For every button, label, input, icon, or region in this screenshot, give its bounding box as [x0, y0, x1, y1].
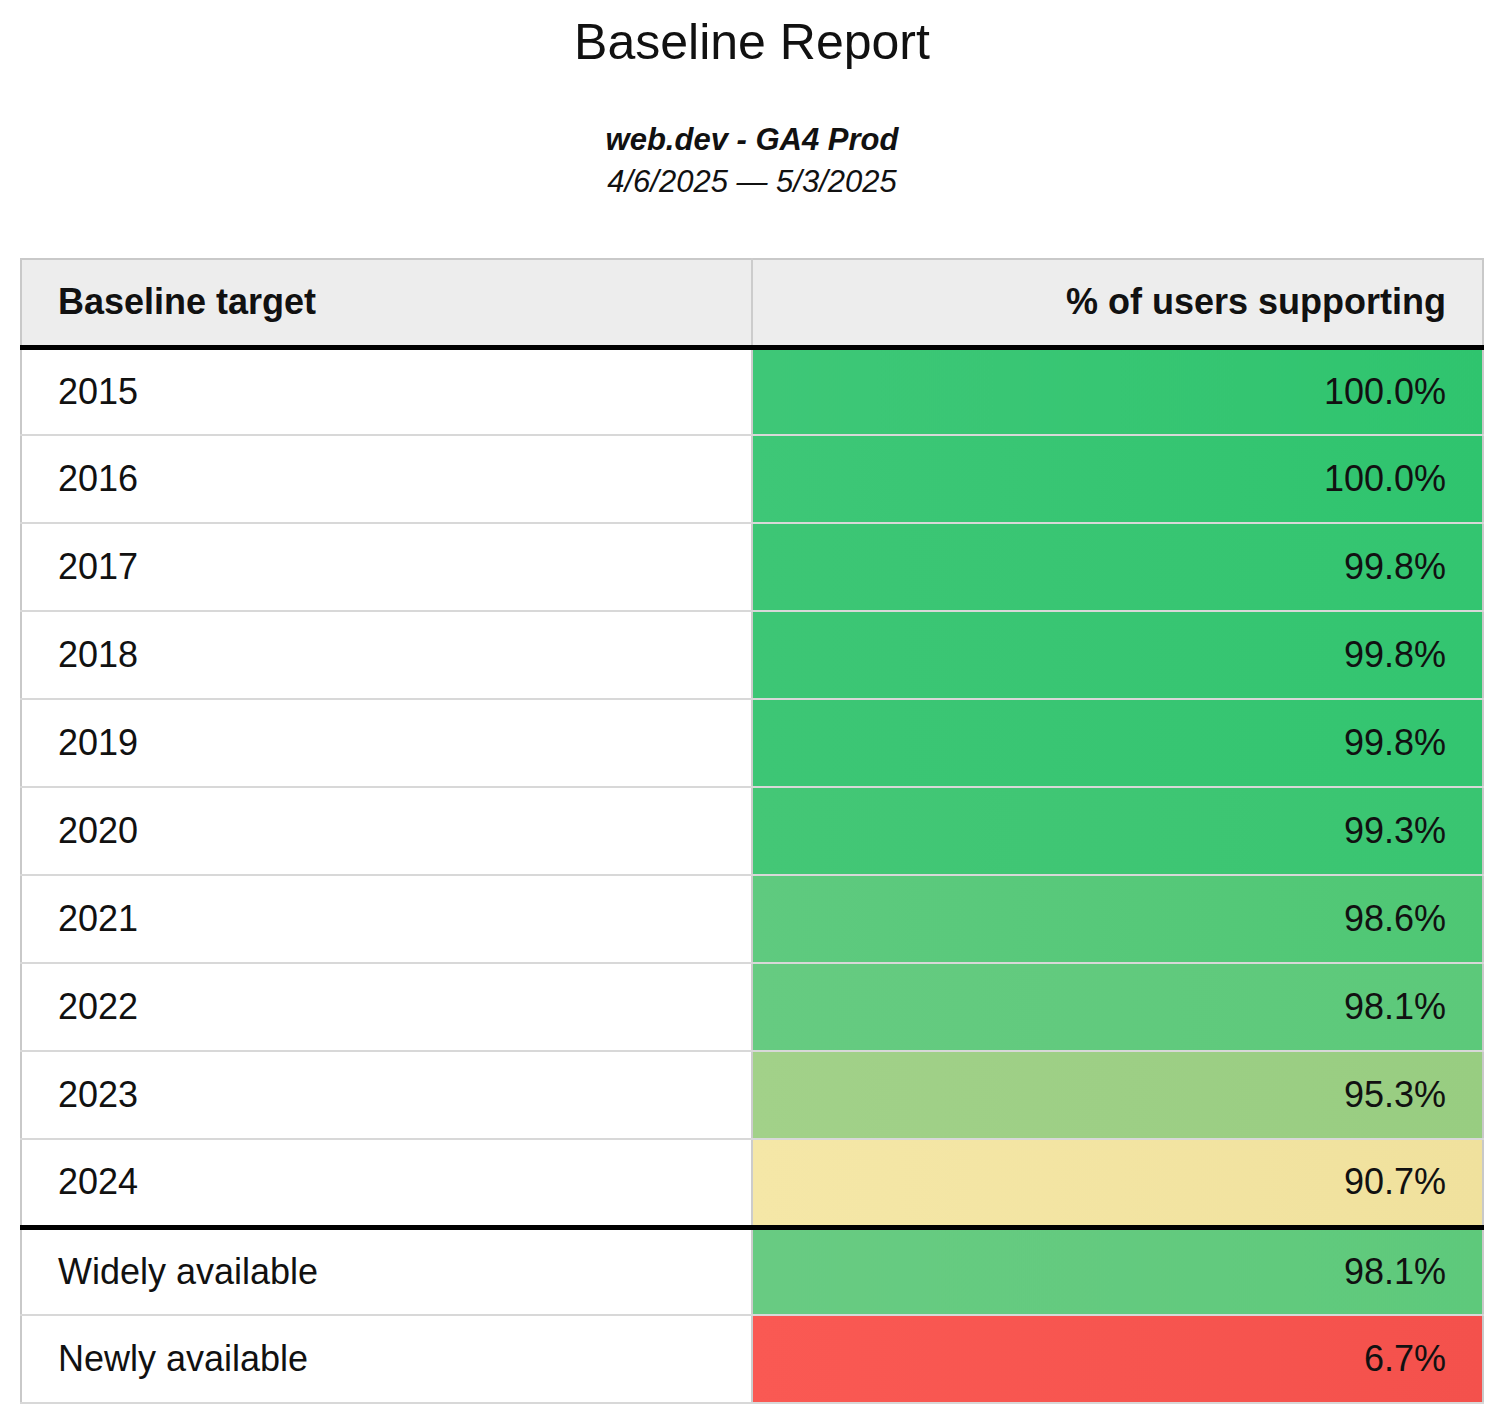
table-row: 2024 90.7% [21, 1139, 1483, 1227]
value-cell: 99.8% [752, 699, 1483, 787]
target-cell: 2019 [21, 699, 752, 787]
table-row: 2021 98.6% [21, 875, 1483, 963]
target-cell: 2020 [21, 787, 752, 875]
table-header-row: Baseline target % of users supporting [21, 259, 1483, 347]
report-subtitle: web.dev - GA4 Prod [0, 120, 1504, 160]
value-cell: 98.1% [752, 1227, 1483, 1315]
table-header: Baseline target % of users supporting [21, 259, 1483, 347]
table-row: 2017 99.8% [21, 523, 1483, 611]
table-row: 2018 99.8% [21, 611, 1483, 699]
target-cell: Newly available [21, 1315, 752, 1403]
target-cell: Widely available [21, 1227, 752, 1315]
column-header-percent-users-supporting: % of users supporting [752, 259, 1483, 347]
value-cell: 95.3% [752, 1051, 1483, 1139]
value-cell: 6.7% [752, 1315, 1483, 1403]
table-row: 2019 99.8% [21, 699, 1483, 787]
value-cell: 99.3% [752, 787, 1483, 875]
table-row: 2020 99.3% [21, 787, 1483, 875]
target-cell: 2016 [21, 435, 752, 523]
baseline-report-page: Baseline Report web.dev - GA4 Prod 4/6/2… [0, 0, 1504, 1426]
value-cell: 98.1% [752, 963, 1483, 1051]
target-cell: 2024 [21, 1139, 752, 1227]
value-cell: 90.7% [752, 1139, 1483, 1227]
page-title: Baseline Report [0, 14, 1504, 72]
column-header-baseline-target: Baseline target [21, 259, 752, 347]
target-cell: 2018 [21, 611, 752, 699]
table-row: 2015 100.0% [21, 347, 1483, 435]
report-date-range: 4/6/2025 — 5/3/2025 [0, 162, 1504, 202]
target-cell: 2022 [21, 963, 752, 1051]
value-cell: 99.8% [752, 611, 1483, 699]
table-row: 2023 95.3% [21, 1051, 1483, 1139]
baseline-table: Baseline target % of users supporting 20… [20, 258, 1484, 1404]
table-row: 2016 100.0% [21, 435, 1483, 523]
target-cell: 2023 [21, 1051, 752, 1139]
value-cell: 100.0% [752, 435, 1483, 523]
table-row: Widely available 98.1% [21, 1227, 1483, 1315]
table-row: 2022 98.1% [21, 963, 1483, 1051]
value-cell: 100.0% [752, 347, 1483, 435]
target-cell: 2021 [21, 875, 752, 963]
target-cell: 2015 [21, 347, 752, 435]
table-row: Newly available 6.7% [21, 1315, 1483, 1403]
value-cell: 98.6% [752, 875, 1483, 963]
table-body: 2015 100.0% 2016 100.0% 2017 99.8% 2018 … [21, 347, 1483, 1403]
value-cell: 99.8% [752, 523, 1483, 611]
target-cell: 2017 [21, 523, 752, 611]
